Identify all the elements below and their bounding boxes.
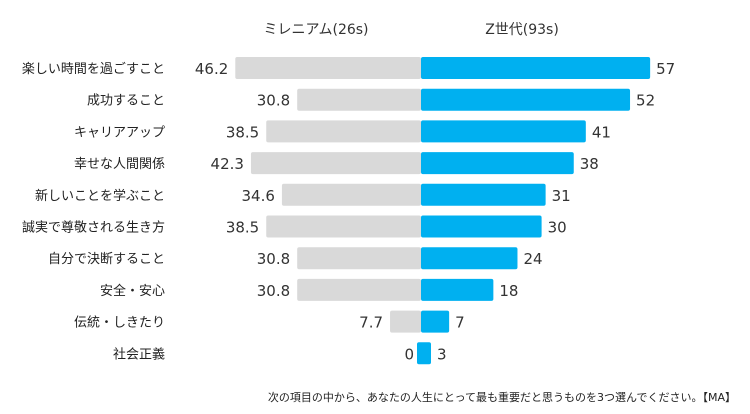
value-label-genz: 31 bbox=[552, 187, 571, 205]
category-label: キャリアアップ bbox=[74, 125, 165, 140]
category-label: 誠実で尊敬される生き方 bbox=[22, 220, 165, 236]
bar-millennial bbox=[297, 247, 421, 270]
category-label: 新しいことを学ぶこと bbox=[35, 188, 165, 204]
value-label-millennial: 30.8 bbox=[257, 250, 290, 268]
bar-genz bbox=[421, 120, 586, 143]
value-label-millennial: 0 bbox=[404, 345, 414, 363]
bar-genz bbox=[421, 57, 651, 79]
value-label-genz: 30 bbox=[548, 219, 567, 237]
category-label: 安全・安心 bbox=[100, 283, 165, 299]
value-label-millennial: 38.5 bbox=[226, 123, 259, 141]
category-label: 伝統・しきたり bbox=[74, 316, 165, 331]
value-label-genz: 3 bbox=[437, 345, 447, 363]
series-header-genz: Z世代(93s) bbox=[485, 22, 559, 38]
value-label-genz: 24 bbox=[523, 250, 542, 268]
bar-genz bbox=[421, 183, 546, 206]
bar-genz bbox=[421, 88, 631, 111]
value-label-genz: 41 bbox=[592, 123, 611, 141]
value-label-millennial: 42.3 bbox=[211, 155, 244, 173]
bar-genz bbox=[421, 152, 574, 175]
bar-millennial bbox=[390, 310, 421, 333]
value-label-genz: 18 bbox=[499, 282, 518, 300]
bar-genz bbox=[421, 215, 542, 238]
bar-millennial bbox=[297, 278, 421, 301]
value-label-millennial: 38.5 bbox=[226, 219, 259, 237]
bar-millennial bbox=[266, 215, 421, 238]
value-label-millennial: 34.6 bbox=[242, 187, 275, 205]
bar-genz bbox=[421, 247, 518, 270]
value-label-millennial: 7.7 bbox=[359, 314, 383, 332]
category-label: 幸せな人間関係 bbox=[74, 157, 165, 172]
bar-genz bbox=[421, 310, 450, 333]
category-label: 成功すること bbox=[87, 94, 165, 109]
footnote: 次の項目の中から、あなたの人生にとって最も重要だと思うものを3つ選んでください。… bbox=[267, 391, 736, 404]
bar-millennial bbox=[297, 88, 421, 111]
category-label: 社会正義 bbox=[113, 346, 165, 362]
series-header-millennial: ミレニアム(26s) bbox=[263, 22, 369, 38]
value-label-millennial: 30.8 bbox=[257, 92, 290, 110]
value-label-genz: 7 bbox=[455, 314, 465, 332]
bar-genz bbox=[417, 342, 431, 365]
bar-millennial bbox=[235, 57, 421, 79]
value-label-genz: 38 bbox=[580, 155, 599, 173]
bar-genz bbox=[421, 278, 494, 301]
category-label: 楽しい時間を過ごすこと bbox=[22, 61, 165, 77]
category-label: 自分で決断すること bbox=[48, 252, 165, 267]
value-label-genz: 52 bbox=[636, 92, 655, 110]
bar-millennial bbox=[266, 120, 421, 143]
bar-millennial bbox=[281, 183, 421, 206]
value-label-millennial: 30.8 bbox=[257, 282, 290, 300]
bar-millennial bbox=[250, 152, 421, 175]
value-label-genz: 57 bbox=[656, 60, 675, 78]
value-label-millennial: 46.2 bbox=[195, 60, 228, 78]
